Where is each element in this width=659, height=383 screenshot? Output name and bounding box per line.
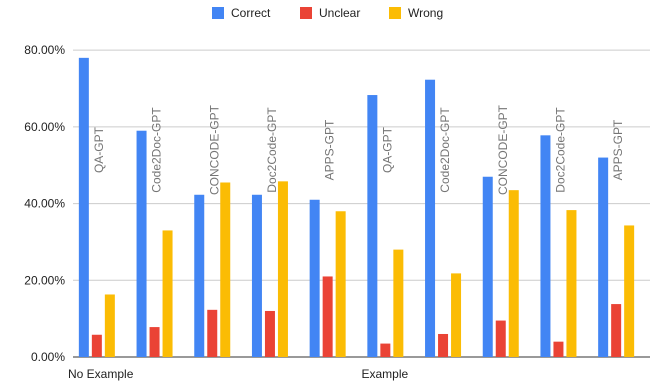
bar-unclear <box>91 334 102 357</box>
bar-correct <box>136 130 147 357</box>
legend-label: Unclear <box>319 6 360 20</box>
bar-unclear <box>611 304 622 357</box>
bar-correct <box>309 199 320 357</box>
bar-unclear <box>438 333 449 357</box>
bar-wrong <box>393 249 404 357</box>
legend-swatch-wrong <box>389 7 401 19</box>
category-label: APPS-GPT <box>611 119 625 180</box>
bar-correct <box>540 135 551 357</box>
bars <box>78 57 635 358</box>
category-label: CONCODE-GPT <box>496 104 510 195</box>
bar-wrong <box>104 294 115 357</box>
bar-correct <box>78 57 89 358</box>
y-tick-label: 80.00% <box>24 43 65 57</box>
legend-label: Wrong <box>408 6 443 20</box>
bar-wrong <box>451 273 462 357</box>
bar-wrong <box>624 225 635 357</box>
category-label: QA-GPT <box>380 126 394 173</box>
bar-wrong <box>335 211 346 357</box>
y-tick-label: 0.00% <box>31 350 65 364</box>
bar-unclear <box>207 309 218 357</box>
legend-swatch-correct <box>212 7 224 19</box>
legend: Correct Unclear Wrong <box>212 6 443 20</box>
category-label: APPS-GPT <box>323 119 337 180</box>
bar-wrong <box>277 181 288 357</box>
x-group-label: No Example <box>68 367 134 381</box>
bar-unclear <box>553 341 564 357</box>
bar-wrong <box>508 190 519 357</box>
bar-correct <box>482 176 493 357</box>
category-label: QA-GPT <box>92 126 106 173</box>
bar-unclear <box>495 320 506 357</box>
bar-wrong <box>220 182 231 357</box>
y-tick-label: 20.00% <box>24 273 65 287</box>
gridlines <box>73 49 650 358</box>
x-group-label: Example <box>362 367 409 381</box>
bar-correct <box>425 79 436 357</box>
bar-correct <box>367 95 378 357</box>
bar-unclear <box>380 343 391 357</box>
bar-unclear <box>322 276 333 357</box>
legend-label: Correct <box>231 6 271 20</box>
category-label: Doc2Code-GPT <box>265 107 279 193</box>
bar-correct <box>194 194 205 357</box>
bar-unclear <box>264 310 275 357</box>
category-label: Code2Doc-GPT <box>438 107 452 193</box>
bar-wrong <box>566 210 577 357</box>
category-label: Doc2Code-GPT <box>553 107 567 193</box>
bar-unclear <box>149 327 160 357</box>
category-label: CONCODE-GPT <box>207 104 221 195</box>
bar-wrong <box>162 230 173 357</box>
x-axis-group-labels: No Example Example <box>68 367 409 381</box>
y-axis: 0.00% 20.00% 40.00% 60.00% 80.00% <box>24 43 65 364</box>
y-tick-label: 60.00% <box>24 120 65 134</box>
category-labels: QA-GPT Code2Doc-GPT CONCODE-GPT Doc2Code-GP… <box>92 104 625 195</box>
y-tick-label: 40.00% <box>24 197 65 211</box>
bar-correct <box>598 157 609 357</box>
legend-swatch-unclear <box>300 7 312 19</box>
category-label: Code2Doc-GPT <box>150 107 164 193</box>
bar-correct <box>251 194 262 357</box>
